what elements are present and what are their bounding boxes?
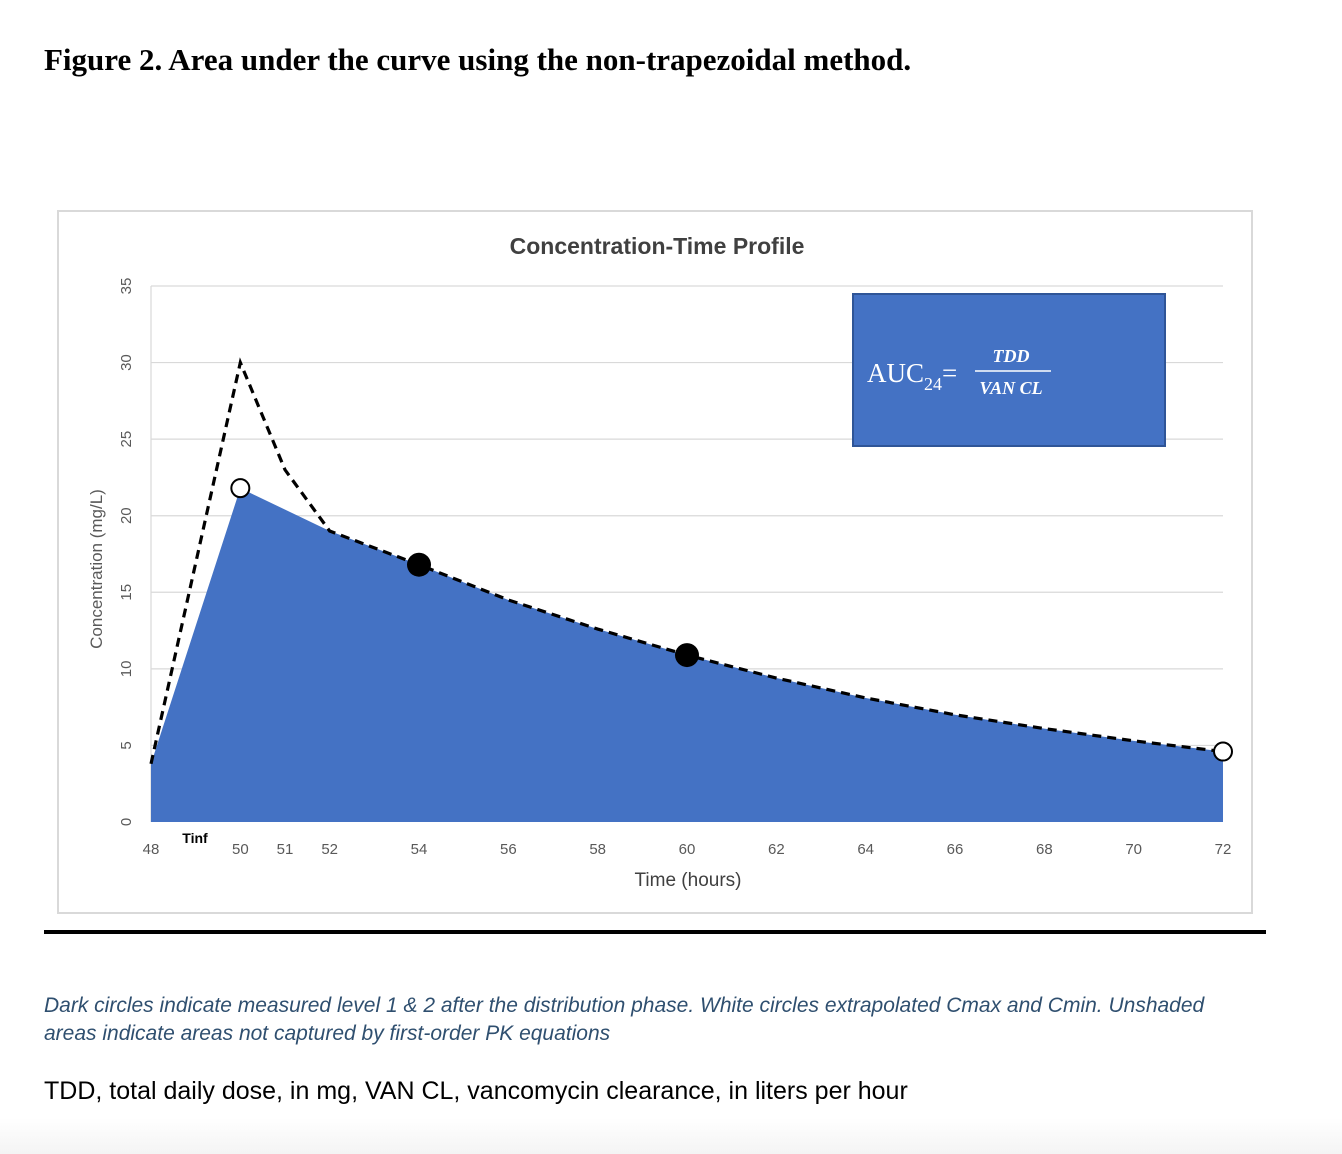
abbreviation-footnote: TDD, total daily dose, in mg, VAN CL, va… — [44, 1077, 908, 1105]
y-tick-label: 20 — [118, 507, 135, 524]
y-tick-label: 10 — [118, 661, 135, 678]
formula-denominator: VAN CL — [979, 378, 1042, 398]
bottom-shade — [0, 1118, 1342, 1154]
x-tick-label: 72 — [1215, 841, 1232, 858]
x-tick-label: 50 — [232, 841, 249, 858]
formula-lhs: AUC24= — [867, 358, 957, 394]
chart-title: Concentration-Time Profile — [510, 233, 805, 259]
formula-box: AUC24= TDD VAN CL — [852, 293, 1166, 447]
x-tick-label: 51 — [277, 841, 294, 858]
chart-frame: 0 5 10 15 20 25 30 35 48 50 51 52 54 56 58 60 62 64 66 68 70… — [57, 210, 1253, 914]
extrapolated-point — [230, 478, 251, 499]
y-tick-label: 25 — [118, 431, 135, 448]
x-tick-label: 48 — [143, 841, 160, 858]
x-tick-label: 66 — [947, 841, 964, 858]
figure-caption: Dark circles indicate measured level 1 &… — [44, 994, 1205, 1045]
x-tick-label: 70 — [1125, 841, 1142, 858]
divider-rule — [44, 930, 1266, 934]
measured-level-point — [675, 643, 699, 668]
axis-labels-layer: 0 5 10 15 20 25 30 35 48 50 51 52 54 56 58 60 62 64 66 68 70… — [118, 278, 1231, 858]
dashed-concentration-line — [149, 357, 1224, 765]
x-tick-label: 56 — [500, 841, 517, 858]
x-tick-label: 52 — [321, 841, 338, 858]
y-tick-label: 35 — [118, 278, 135, 295]
x-tick-label: 64 — [857, 841, 874, 858]
formula-numerator: TDD — [993, 346, 1030, 366]
y-tick-label: 15 — [118, 584, 135, 601]
x-tick-label: 68 — [1036, 841, 1053, 858]
formula-box-background — [852, 293, 1166, 447]
y-tick-label: 5 — [118, 741, 135, 749]
figure-title: Figure 2. Area under the curve using the… — [44, 42, 912, 77]
extrapolated-point — [1213, 741, 1233, 762]
tinf-annotation: Tinf — [182, 830, 208, 846]
dashed-line-layer — [149, 357, 1224, 765]
x-tick-label: 54 — [411, 841, 428, 858]
y-tick-label: 30 — [118, 354, 135, 371]
x-tick-label: 58 — [589, 841, 606, 858]
x-tick-label: 62 — [768, 841, 785, 858]
y-tick-label: 0 — [118, 818, 135, 826]
chart-svg: 0 5 10 15 20 25 30 35 48 50 51 52 54 56 58 60 62 64 66 68 70… — [87, 233, 1233, 891]
x-tick-label: 60 — [679, 841, 696, 858]
points-layer — [230, 478, 1233, 762]
x-axis-label: Time (hours) — [635, 870, 742, 891]
measured-level-point — [407, 552, 431, 577]
y-axis-label: Concentration (mg/L) — [87, 489, 106, 649]
